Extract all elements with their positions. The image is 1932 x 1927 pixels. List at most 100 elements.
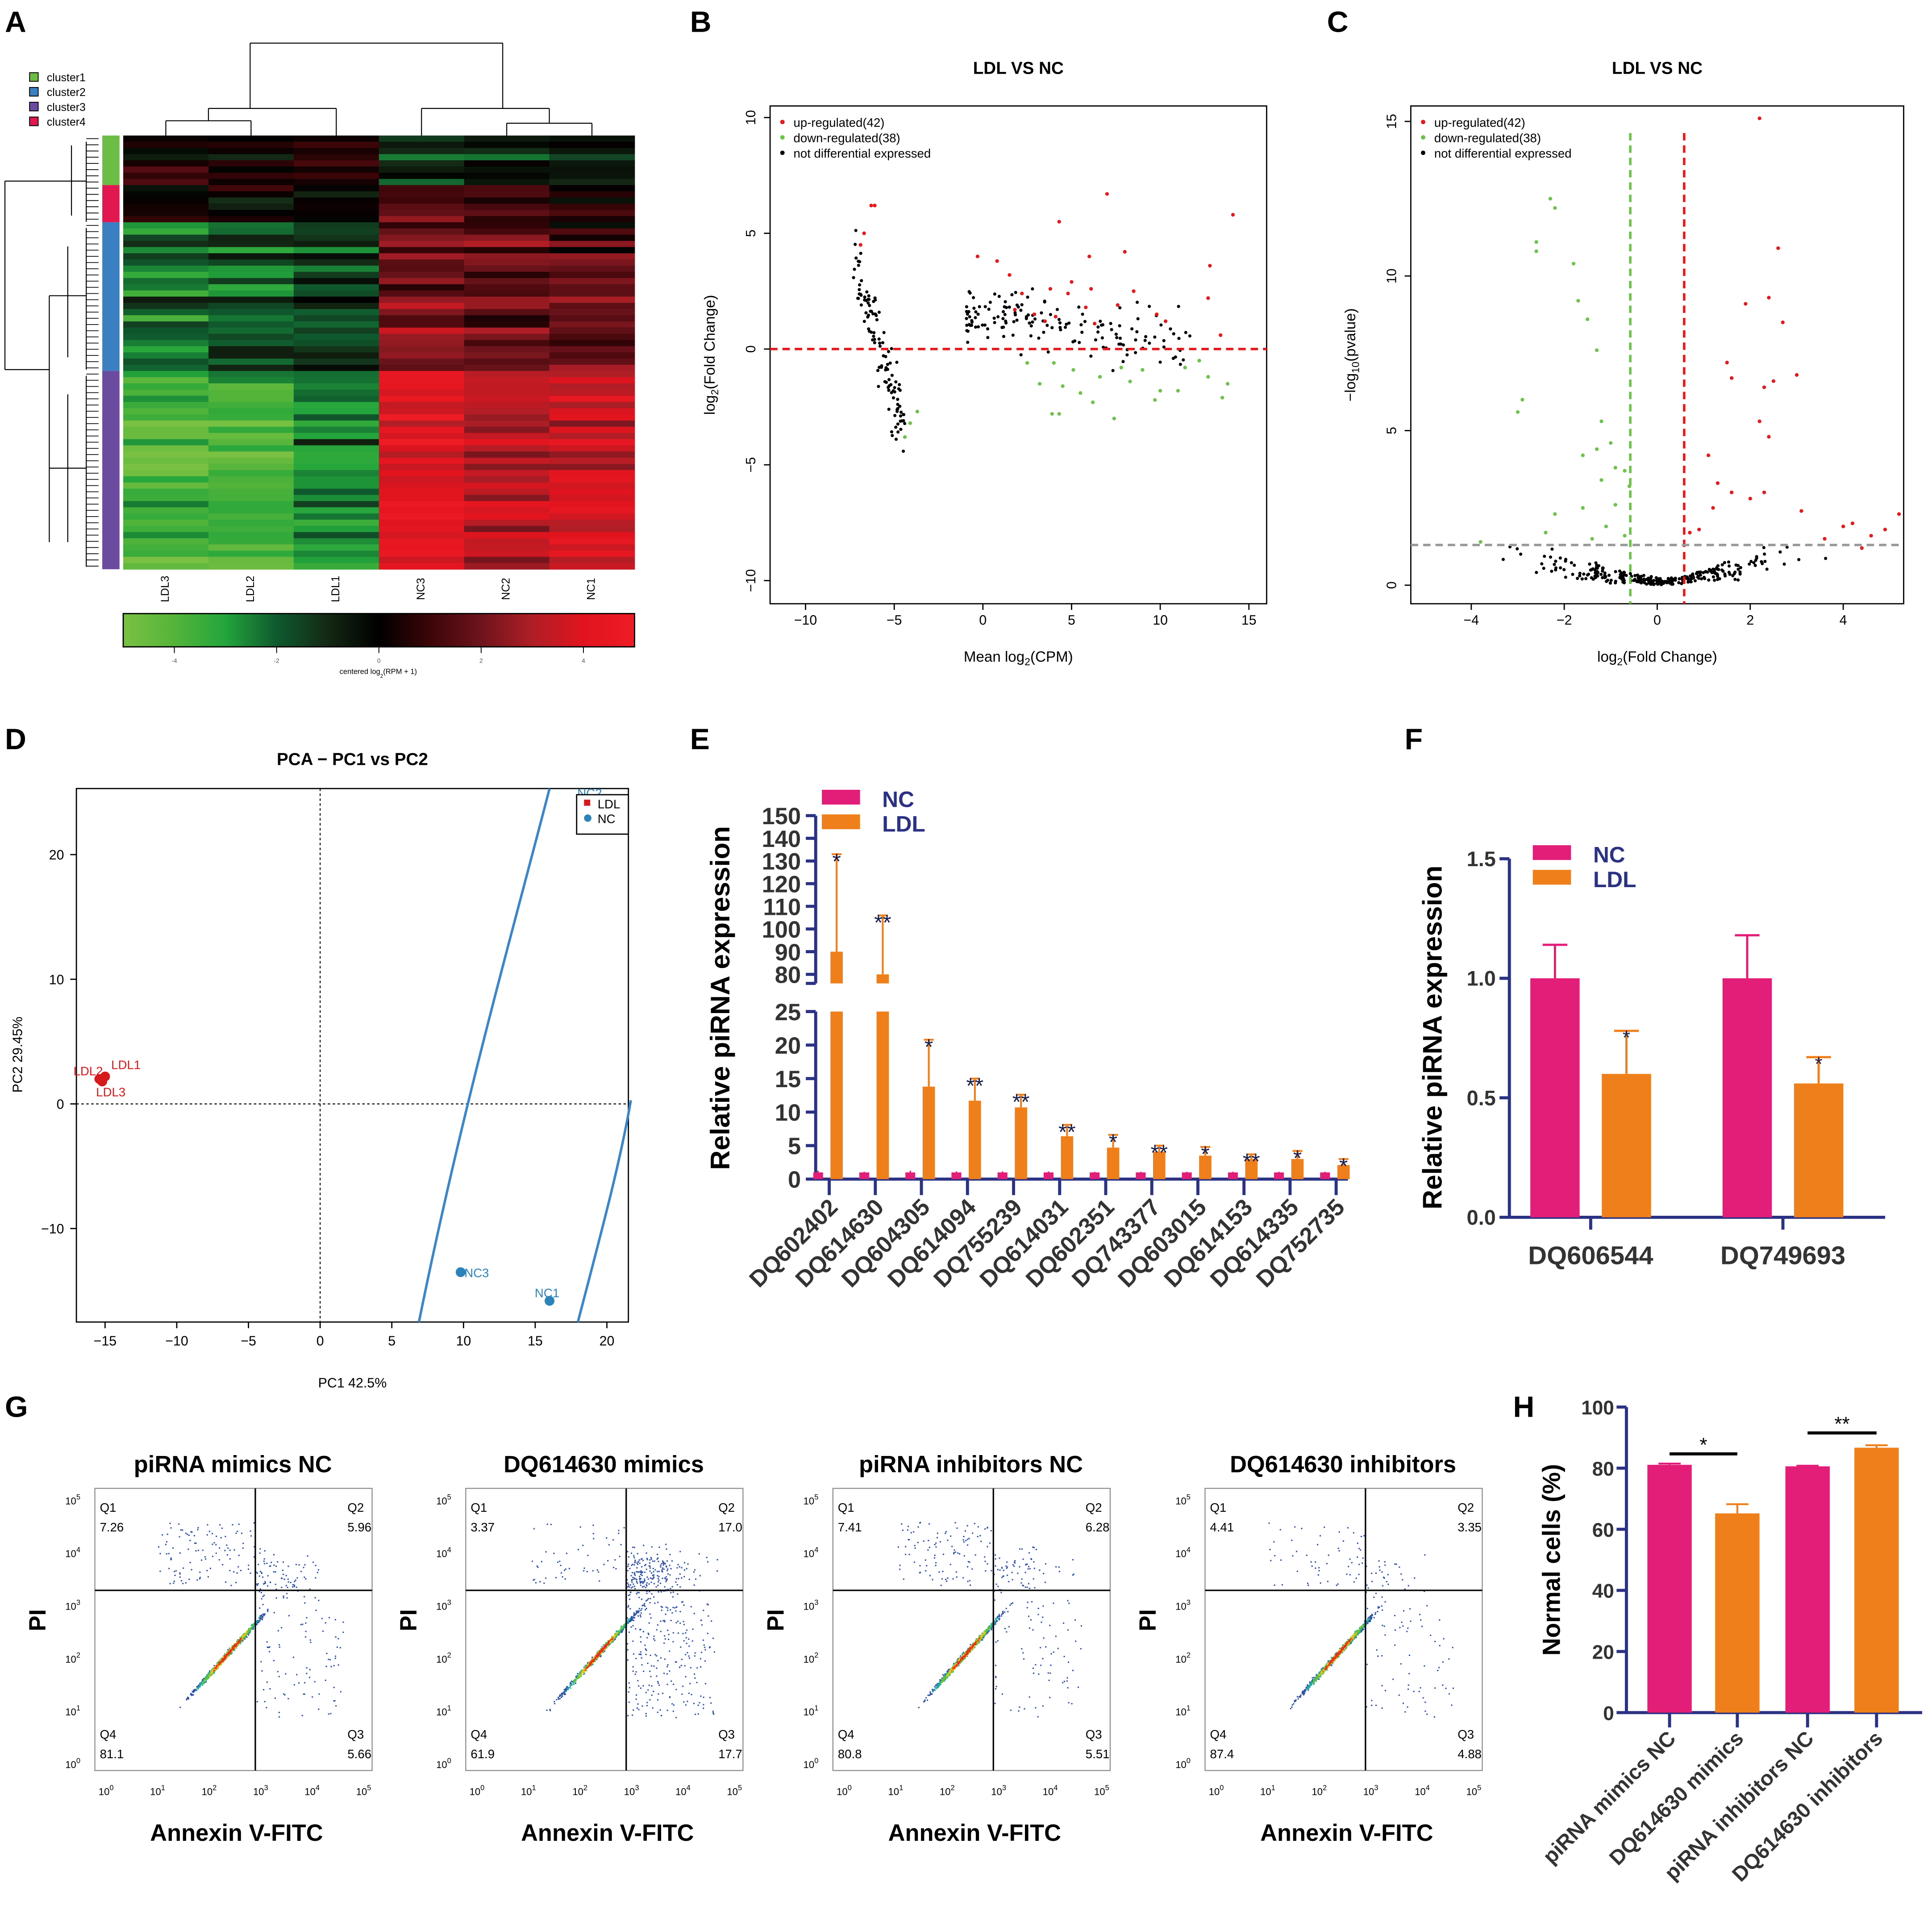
flow-event	[263, 1563, 265, 1564]
up-point	[1208, 263, 1212, 268]
legend-label: NC	[882, 787, 914, 812]
flow-event	[661, 1563, 662, 1564]
flow-event	[267, 1610, 269, 1612]
flow-event	[643, 1670, 645, 1672]
panel-label-H: H	[1513, 1391, 1535, 1424]
flow-event	[690, 1606, 692, 1608]
flow-event	[204, 1681, 205, 1683]
heatmap-cell	[293, 501, 379, 508]
ns-point	[1182, 358, 1185, 362]
flow-event	[252, 1626, 254, 1627]
legend-marker	[1421, 120, 1426, 125]
flow-event	[1001, 1693, 1003, 1695]
flow-event	[1048, 1680, 1050, 1681]
heatmap-cell	[208, 228, 294, 235]
ns-point	[1763, 552, 1766, 556]
flow-event	[627, 1649, 629, 1651]
flow-event	[580, 1669, 582, 1671]
heatmap-cell	[208, 352, 294, 359]
ns-point	[983, 323, 987, 327]
down-point	[1595, 447, 1599, 451]
flow-event	[991, 1624, 993, 1626]
heatmap-cell	[293, 210, 379, 217]
ns-point	[891, 434, 894, 437]
flow-event	[929, 1523, 930, 1525]
bar-ldl-DQ614094	[969, 1101, 981, 1179]
ns-point	[854, 229, 858, 232]
ma-plot-ylabel-main: log	[702, 395, 718, 415]
flow-event	[304, 1602, 306, 1604]
tick-exp: 4	[76, 1546, 80, 1554]
heatmap-cell	[208, 482, 294, 489]
flow-event	[236, 1645, 238, 1647]
flow-event	[670, 1680, 672, 1682]
flow-event	[292, 1584, 294, 1585]
ns-point	[1763, 559, 1767, 563]
flow-event	[580, 1674, 582, 1676]
heatmap-cell	[293, 519, 379, 526]
flow-event	[689, 1683, 691, 1685]
flow-event	[639, 1579, 641, 1581]
flow-event	[213, 1670, 215, 1672]
flow-event	[254, 1546, 255, 1547]
up-point	[1799, 509, 1803, 513]
ns-point	[1674, 576, 1677, 580]
flow-event	[562, 1576, 563, 1578]
heatmap-cell	[123, 185, 209, 192]
flow-event	[651, 1685, 653, 1687]
colorbar-tick-label: -2	[274, 658, 279, 664]
up-point	[862, 231, 866, 235]
flow-event	[191, 1569, 192, 1571]
ns-point	[1755, 556, 1758, 560]
heatmap-cell	[379, 271, 465, 279]
ns-point	[1636, 579, 1640, 583]
flow-event	[661, 1570, 663, 1572]
flow-event	[259, 1571, 261, 1572]
flow-event	[186, 1698, 188, 1699]
ns-point	[1055, 308, 1059, 311]
flow-event	[651, 1694, 653, 1696]
flow-event	[679, 1611, 681, 1613]
flow-event	[664, 1586, 666, 1588]
ns-point	[1015, 318, 1019, 322]
tick-exp: 5	[738, 1784, 742, 1792]
heatmap-cell	[123, 557, 209, 563]
heatmap-cell	[208, 148, 294, 155]
ns-point	[894, 438, 898, 441]
flow-event	[595, 1655, 597, 1657]
flow-event	[193, 1535, 195, 1537]
flow-event	[679, 1566, 680, 1568]
flow-event	[641, 1572, 642, 1574]
flow-event	[1008, 1581, 1010, 1582]
heatmap-cell	[549, 271, 635, 279]
ns-point	[1043, 299, 1046, 303]
x-tick-label: 10	[456, 1334, 471, 1348]
flow-event	[337, 1664, 339, 1666]
heatmap-cell	[293, 346, 379, 353]
ns-point	[987, 308, 991, 311]
flow-event	[703, 1707, 704, 1709]
heatmap-cell	[379, 179, 465, 186]
ns-point	[1655, 579, 1658, 582]
flow-event	[628, 1605, 629, 1606]
ns-point	[1050, 326, 1054, 330]
up-point	[1089, 287, 1093, 291]
heatmap-cell	[123, 197, 209, 204]
heatmap-cell	[379, 482, 465, 489]
ns-point	[895, 408, 899, 411]
flow-event	[683, 1701, 685, 1703]
flow-event	[712, 1712, 714, 1714]
flow-event	[315, 1564, 316, 1566]
heatmap-cell	[293, 420, 379, 427]
flow-event	[175, 1570, 177, 1572]
flow-event	[667, 1610, 669, 1611]
flow-event	[700, 1619, 702, 1621]
flow-event	[275, 1597, 277, 1599]
flow-event	[601, 1648, 603, 1649]
flow-event	[263, 1582, 265, 1584]
flow-event	[677, 1632, 679, 1634]
flow-event	[635, 1698, 637, 1700]
heatmap-cell	[464, 259, 550, 266]
flow-event	[654, 1654, 656, 1656]
ns-point	[864, 311, 868, 315]
